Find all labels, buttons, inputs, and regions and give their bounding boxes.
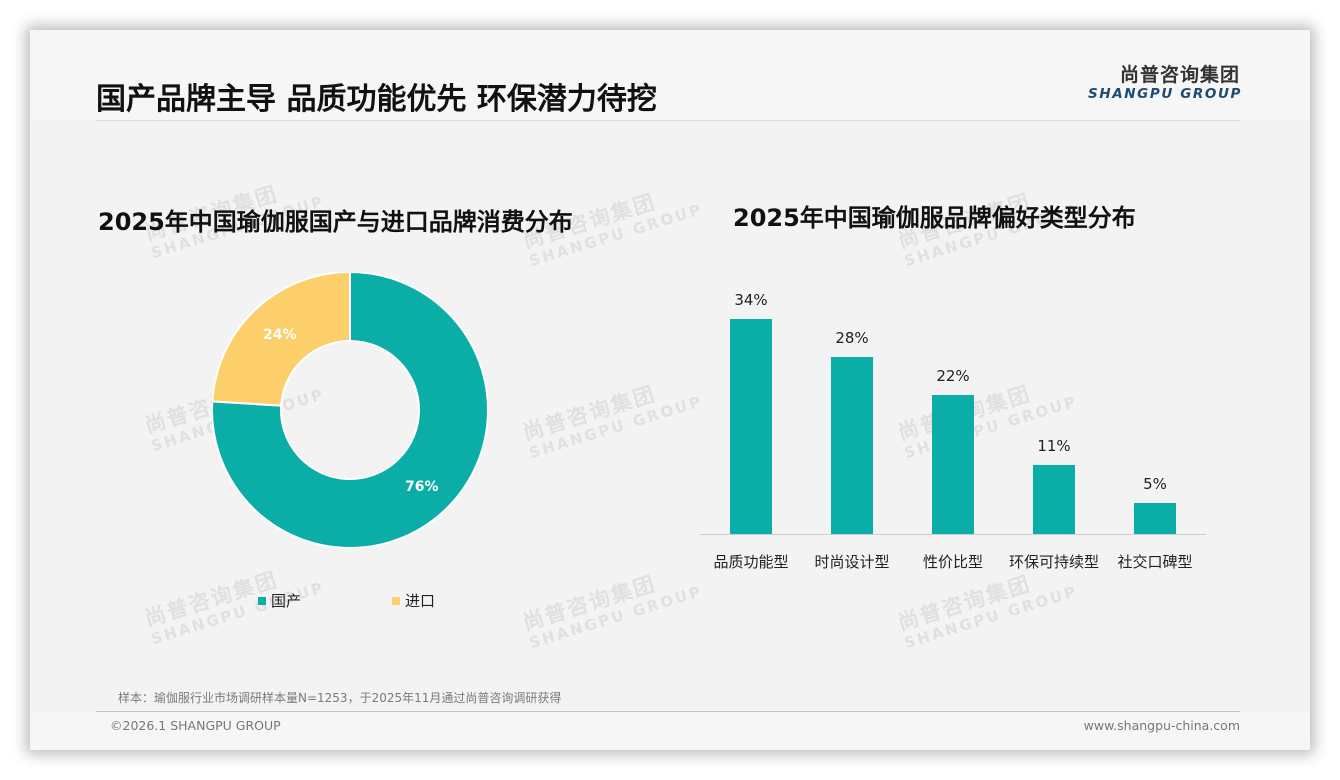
website-link[interactable]: www.shangpu-china.com [1083, 718, 1240, 733]
x-axis-line [700, 534, 1206, 535]
donut-label-imported: 24% [263, 327, 297, 343]
bar-value: 28% [835, 329, 869, 347]
legend-item-imported: 进口 [392, 590, 435, 611]
bar-category: 环保可持续型 [1008, 553, 1099, 571]
donut-svg [211, 270, 489, 549]
donut-label-domestic: 76% [405, 479, 439, 495]
bar-chart-title: 2025年中国瑜伽服品牌偏好类型分布 [733, 204, 1136, 232]
legend-swatch-yellow [392, 596, 400, 605]
donut-chart: 24% 76% [211, 270, 489, 549]
bar-value: 34% [734, 291, 768, 309]
donut-segment-domestic [211, 270, 489, 549]
legend-label: 进口 [405, 592, 436, 610]
bar-social [1134, 503, 1176, 534]
legend-item-domestic: 国产 [258, 590, 301, 611]
bar-category: 品质功能型 [713, 553, 789, 571]
bar-value: 5% [1143, 475, 1167, 493]
page-title: 国产品牌主导 品质功能优先 环保潜力待挖 [96, 82, 657, 117]
bar-category: 性价比型 [922, 553, 983, 571]
logo-chinese: 尚普咨询集团 [1119, 64, 1240, 86]
bar-value: 11% [1037, 437, 1071, 455]
slide: 国产品牌主导 品质功能优先 环保潜力待挖 尚普咨询集团 SHANGPU GROU… [30, 30, 1310, 750]
sample-footnote: 样本：瑜伽服行业市场调研样本量N=1253，于2025年11月通过尚普咨询调研获… [118, 691, 562, 705]
bar-value: 22% [936, 367, 970, 385]
copyright-text: ©2026.1 SHANGPU GROUP [110, 718, 281, 733]
bar-category: 社交口碑型 [1117, 553, 1193, 571]
bar-quality [730, 319, 772, 534]
logo-english: SHANGPU GROUP [1088, 86, 1243, 102]
legend-label: 国产 [271, 592, 302, 610]
bar-fashion [831, 357, 873, 534]
bar-chart: 34% 品质功能型 28% 时尚设计型 22% 性价比型 11% 环保可持续型 … [700, 270, 1210, 571]
footer-band [30, 712, 1310, 750]
bar-value-for-money [932, 395, 974, 534]
bar-category: 时尚设计型 [814, 553, 890, 571]
company-logo: 尚普咨询集团 SHANGPU GROUP [1088, 64, 1240, 103]
donut-segment-imported [211, 270, 351, 407]
header-band [30, 30, 1310, 120]
footer-divider [96, 711, 1240, 712]
legend-swatch-teal [258, 596, 266, 605]
bar-sustainable [1033, 465, 1075, 534]
title-divider [96, 120, 1240, 121]
donut-chart-title: 2025年中国瑜伽服国产与进口品牌消费分布 [98, 208, 573, 236]
